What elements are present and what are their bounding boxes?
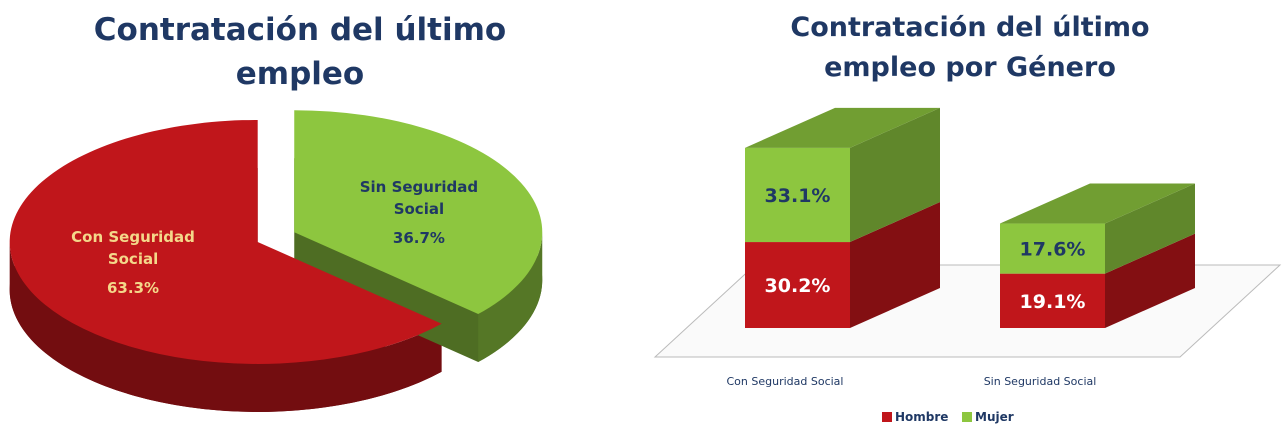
bar-top <box>745 107 940 148</box>
x-tick-label: Con Seguridad Social <box>727 375 844 388</box>
pie-slice <box>294 110 543 315</box>
value-label: 17.6% <box>1020 239 1086 261</box>
pie-value-label: 63.3% <box>106 278 160 297</box>
pie-slice-side <box>478 232 543 363</box>
pie-label: Con Seguridad Social <box>71 227 195 268</box>
bar-segment <box>745 242 850 328</box>
legend-label: Mujer <box>975 410 1014 424</box>
legend-swatch <box>882 412 892 422</box>
bar-top <box>1000 183 1195 224</box>
pie-title: Contratación del último empleo <box>93 12 507 92</box>
bar-segment <box>745 147 850 243</box>
bar-segment <box>1000 273 1105 328</box>
x-tick-label: Sin Seguridad Social <box>984 375 1097 388</box>
value-label: 30.2% <box>765 275 831 297</box>
legend-label: Hombre <box>895 410 948 424</box>
pie-slice <box>9 119 442 364</box>
pie-label: Sin Seguridad Social <box>359 178 479 219</box>
bar-segment <box>1000 223 1105 274</box>
bar-side <box>1105 233 1195 328</box>
pie-value-label: 36.7% <box>392 229 445 248</box>
pie-slice-side <box>9 241 442 412</box>
bar-side <box>850 107 940 243</box>
bar-side <box>1105 183 1195 274</box>
legend-swatch <box>962 412 972 422</box>
value-label: 19.1% <box>1020 291 1086 313</box>
bar-title: Contratación del último empleo por Géner… <box>790 12 1150 83</box>
bar-side <box>850 202 940 328</box>
value-label: 33.1% <box>765 185 831 207</box>
